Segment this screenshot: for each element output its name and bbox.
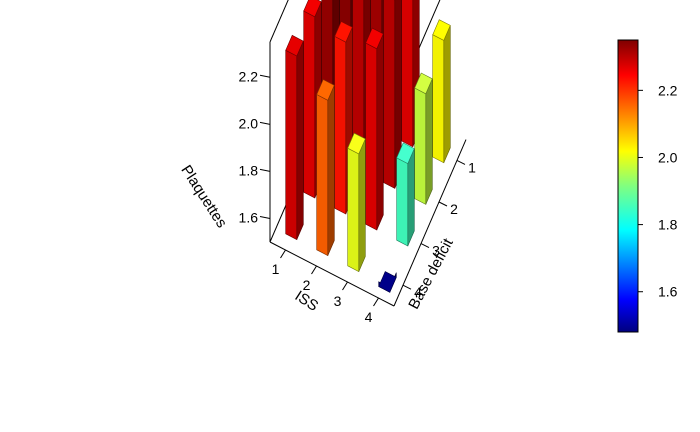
z-tick-label: 2.2	[239, 68, 259, 84]
bar	[285, 34, 304, 241]
x-tick-label: 2	[303, 277, 311, 293]
x-tick-label: 3	[334, 293, 342, 309]
y-tick-label: 2	[450, 201, 458, 217]
box-edge	[269, 241, 395, 307]
bar	[432, 19, 451, 164]
bar-front-face	[303, 10, 316, 199]
bar	[378, 271, 397, 293]
z-tick-label: 1.8	[239, 162, 259, 178]
bar-front-face	[383, 0, 396, 189]
bar-side-face	[425, 78, 433, 205]
box-edge	[269, 0, 289, 43]
bar-top-face	[316, 79, 335, 101]
z-tick	[259, 74, 271, 78]
colorbar-tick-label: 2.0	[658, 149, 678, 165]
box-edge	[393, 139, 467, 307]
bar-top-face	[396, 142, 415, 165]
bar	[316, 79, 335, 257]
bar-top-face	[334, 21, 353, 43]
bar	[383, 0, 402, 189]
x-axis-ticks: 1 2 3 4	[272, 249, 379, 325]
bar-front-face	[414, 87, 427, 205]
plot-box-front	[393, 139, 467, 307]
z-tick-label: 1.6	[239, 209, 259, 225]
bar-side-face	[296, 40, 304, 240]
colorbar-gradient	[617, 39, 639, 333]
colorbar-tick-label: 1.8	[658, 217, 678, 233]
x-tick	[311, 265, 317, 275]
bar	[396, 142, 415, 247]
bar-top-face	[414, 72, 433, 95]
bar	[347, 132, 366, 273]
y-tick	[456, 159, 466, 165]
bar-front-face	[401, 0, 414, 148]
z-axis-ticks: 1.6 1.8 2.0 2.2	[239, 68, 271, 225]
x-tick	[342, 281, 348, 291]
bar	[365, 27, 384, 231]
x-tick	[373, 297, 379, 307]
bar-side-face	[358, 138, 366, 272]
y-tick-label: 4	[414, 284, 422, 300]
bar-top-face	[347, 132, 366, 155]
bar-front-face	[316, 94, 329, 257]
bar-front-face	[432, 34, 445, 164]
colorbar-tick-label: 2.2	[658, 82, 678, 98]
bar-side-face	[443, 25, 451, 163]
bar-front-face	[396, 157, 409, 247]
colorbar-ticks: 1.6 1.8 2.0 2.2	[638, 82, 678, 300]
bar-side-face	[407, 148, 415, 247]
y-tick	[438, 201, 448, 207]
y-tick-label: 3	[432, 243, 440, 259]
bar-top-face	[378, 271, 397, 293]
x-tick-label: 1	[272, 261, 280, 277]
x-tick	[280, 249, 286, 259]
z-tick	[259, 168, 271, 172]
y-tick	[420, 243, 430, 249]
y-tick	[402, 284, 412, 290]
z-axis-label: Plaquettes	[177, 162, 230, 231]
bar-top-face	[303, 0, 322, 18]
bars-group	[285, 0, 451, 293]
colorbar: 1.6 1.8 2.0 2.2	[617, 39, 678, 333]
bar-front-face	[347, 147, 360, 273]
bar	[414, 72, 433, 205]
bar-front-face	[285, 49, 298, 241]
bar-side-face	[327, 85, 335, 256]
x-axis-label: ISS	[292, 288, 322, 315]
bar-front-face	[334, 35, 347, 215]
z-tick	[259, 121, 271, 125]
z-tick	[259, 215, 271, 219]
y-axis-ticks: 1 2 3 4	[402, 159, 476, 300]
bar-front-face	[365, 42, 378, 231]
bar-side-face	[376, 33, 384, 231]
z-tick-label: 2.0	[239, 115, 259, 131]
y-tick-label: 1	[468, 159, 476, 175]
bar-top-face	[285, 34, 304, 57]
x-tick-label: 4	[365, 309, 373, 325]
bar-top-face	[432, 19, 451, 41]
bar-top-face	[365, 27, 384, 50]
colorbar-tick-label: 1.6	[658, 284, 678, 300]
